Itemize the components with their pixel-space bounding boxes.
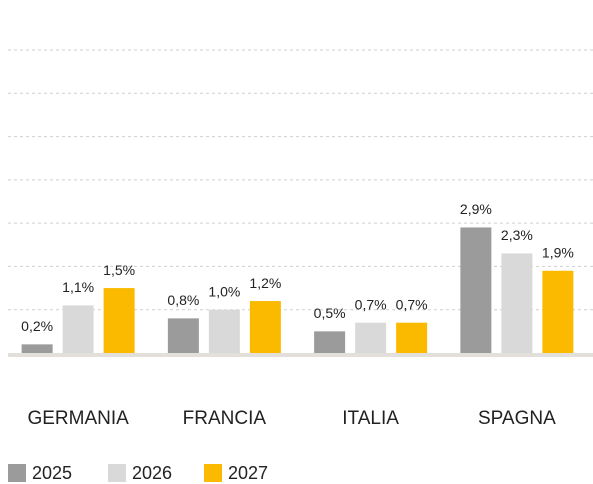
legend-label: 2026 (132, 463, 172, 483)
value-label: 2,9% (460, 201, 492, 217)
value-label: 1,2% (249, 275, 281, 291)
bar (501, 253, 533, 353)
value-label: 0,5% (314, 305, 346, 321)
value-label: 1,5% (103, 262, 135, 278)
legend-swatch (8, 464, 26, 482)
value-label: 1,0% (208, 283, 240, 299)
value-label: 1,9% (542, 244, 574, 260)
bar (103, 288, 135, 353)
bar (249, 301, 281, 353)
legend-swatch (204, 464, 222, 482)
bar (314, 331, 346, 353)
value-label: 2,3% (501, 227, 533, 243)
value-label: 0,8% (167, 292, 199, 308)
bar (396, 322, 428, 353)
bar (62, 305, 94, 353)
bar (460, 227, 492, 353)
x-tick-label: ITALIA (342, 408, 399, 429)
bar (542, 270, 574, 353)
x-tick-label: SPAGNA (478, 408, 556, 429)
bar (21, 344, 53, 353)
value-label: 0,2% (21, 318, 53, 334)
bar (167, 318, 199, 353)
x-tick-label: FRANCIA (183, 408, 267, 429)
legend-label: 2025 (32, 463, 72, 483)
x-tick-label: GERMANIA (27, 408, 129, 429)
value-label: 0,7% (355, 296, 387, 312)
bar (355, 322, 387, 353)
value-label: 0,7% (396, 296, 428, 312)
bar (208, 309, 240, 353)
legend-label: 2027 (228, 463, 268, 483)
legend-swatch (108, 464, 126, 482)
value-label: 1,1% (62, 279, 94, 295)
